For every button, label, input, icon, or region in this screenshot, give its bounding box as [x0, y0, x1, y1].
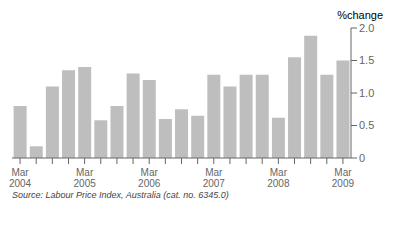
- svg-text:Mar2008: Mar2008: [267, 167, 290, 189]
- svg-text:Mar2007: Mar2007: [203, 167, 226, 189]
- svg-text:1.5: 1.5: [359, 54, 374, 66]
- svg-text:0.5: 0.5: [359, 119, 374, 131]
- svg-text:1.0: 1.0: [359, 87, 374, 99]
- svg-text:2.0: 2.0: [359, 22, 374, 34]
- svg-text:Mar2006: Mar2006: [138, 167, 161, 189]
- svg-text:0: 0: [359, 152, 365, 164]
- svg-text:Mar2005: Mar2005: [74, 167, 97, 189]
- html-text:Source: Labour Price Index, Au: Source: Labour Price Index, Australia (c…: [12, 190, 229, 200]
- svg-text:Mar2009: Mar2009: [332, 167, 355, 189]
- svg-text:Mar2004: Mar2004: [9, 167, 32, 189]
- html-text:%change: %change: [337, 9, 383, 21]
